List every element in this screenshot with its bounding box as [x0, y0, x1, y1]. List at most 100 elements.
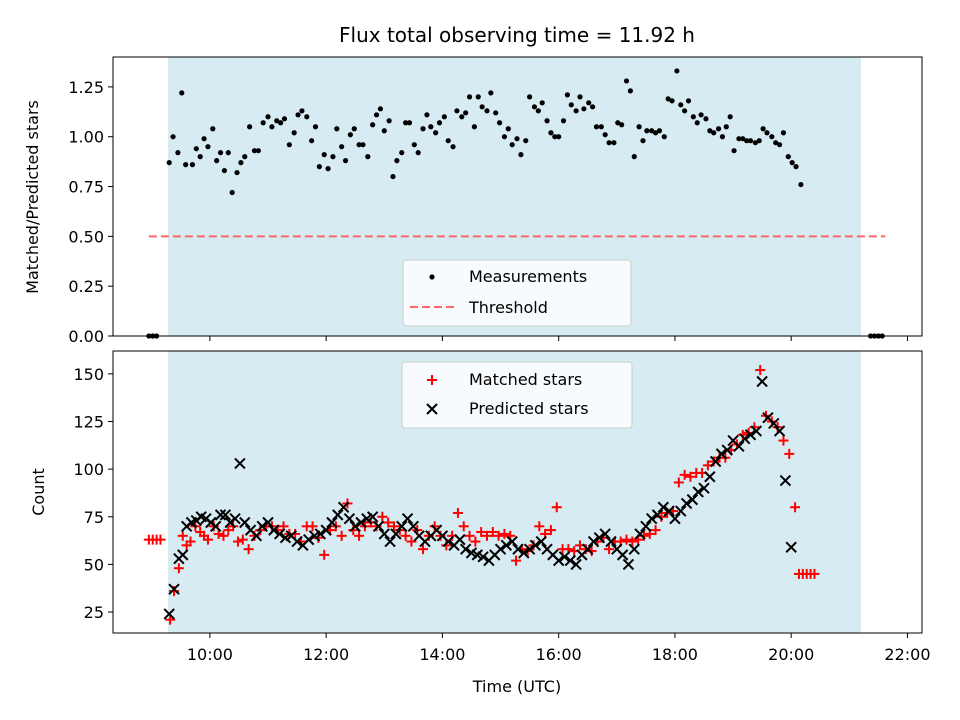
x-axis-ticks	[209, 336, 908, 341]
measurement-point	[325, 166, 331, 172]
predicted-star-point	[332, 509, 344, 521]
measurement-point	[798, 181, 804, 188]
predicted-star-point	[320, 524, 332, 536]
measurement-point	[615, 120, 621, 126]
measurement-point	[406, 120, 413, 126]
matched-star-point	[218, 530, 229, 541]
measurement-point	[694, 120, 700, 126]
predicted-star-point	[459, 543, 472, 555]
measurement-point	[291, 130, 297, 136]
measurement-point	[564, 92, 570, 98]
measurement-point	[381, 128, 387, 134]
measurement-point	[475, 94, 481, 100]
predicted-star-point	[680, 497, 693, 510]
predicted-star-point	[442, 535, 454, 548]
measurement-point	[436, 120, 443, 126]
predicted-star-point	[523, 543, 536, 555]
matched-star-point	[650, 525, 661, 536]
measurement-point	[183, 162, 189, 168]
predicted-star-point	[512, 543, 524, 555]
measurement-point	[509, 142, 515, 148]
y-tick-label: 50	[84, 555, 104, 574]
predicted-star-point	[518, 547, 530, 559]
predicted-star-point	[454, 533, 466, 546]
predicted-star-point	[709, 455, 722, 468]
matched-star-point	[784, 448, 795, 459]
measurement-point	[685, 98, 692, 104]
matched-star-point	[177, 530, 188, 541]
matched-star-point	[202, 534, 213, 545]
measurement-point	[251, 148, 258, 154]
measurement-point	[723, 124, 729, 130]
predicted-star-point	[698, 482, 710, 494]
matched-star-point	[319, 549, 330, 560]
measurement-point	[260, 120, 266, 126]
y-tick-label: 0.25	[68, 277, 104, 296]
matched-star-point	[534, 521, 545, 532]
y-tick-label: 1.00	[68, 128, 104, 147]
predicted-star-point	[564, 554, 577, 567]
predicted-star-point	[366, 511, 379, 523]
legend-matched-marker	[427, 375, 437, 385]
matched-star-point	[429, 521, 440, 532]
measurement-point	[179, 90, 185, 96]
measurement-point	[715, 126, 722, 132]
measurement-point	[370, 122, 376, 128]
matched-star-point	[388, 521, 399, 532]
measurement-point	[789, 160, 795, 166]
x-tick-label: 16:00	[536, 645, 582, 664]
predicted-star-point	[622, 558, 635, 571]
matched-star-point	[452, 507, 463, 518]
predicted-star-point	[582, 543, 594, 555]
predicted-star-point	[558, 551, 571, 563]
predicted-star-point	[250, 530, 263, 542]
predicted-star-point	[349, 520, 361, 533]
predicted-star-point	[669, 512, 681, 525]
measurement-point	[598, 124, 604, 130]
predicted-star-point	[401, 512, 414, 525]
measurement-point	[619, 122, 625, 128]
measurement-point	[247, 124, 253, 130]
measurement-point	[744, 138, 750, 144]
predicted-star-point	[634, 528, 646, 540]
measurement-point	[756, 138, 762, 144]
measurement-point	[769, 134, 775, 140]
predicted-star-point	[552, 554, 565, 567]
x-tick-label: 20:00	[768, 645, 814, 664]
measurement-point	[225, 150, 231, 156]
measurement-point	[255, 148, 261, 154]
measurement-point	[514, 136, 520, 142]
legend-predicted-label: Predicted stars	[469, 399, 589, 418]
measurement-point	[661, 134, 667, 140]
legend-predicted-marker	[426, 403, 438, 415]
measurement-point	[321, 152, 327, 158]
predicted-star-point	[768, 417, 780, 430]
y-axis-label: Matched/Predicted stars	[23, 100, 42, 294]
plot-frame	[112, 350, 923, 634]
predicted-star-point	[529, 539, 542, 552]
predicted-star-point	[570, 558, 582, 571]
measurement-point	[640, 138, 646, 144]
predicted-star-point	[733, 440, 745, 452]
predicted-star-point	[640, 520, 652, 533]
matched-star-point	[627, 536, 638, 547]
measurement-point	[210, 126, 216, 132]
measurement-point	[286, 142, 292, 148]
measurement-points	[146, 68, 885, 339]
measurement-point	[752, 140, 758, 146]
matched-star-point	[464, 530, 475, 541]
predicted-star-point	[785, 541, 797, 553]
measurement-point	[463, 110, 469, 116]
measurement-point	[316, 164, 322, 170]
count-panel: 25 50 75 100 125 150 10:00 12:00 14:00 16:00 18:0…	[29, 350, 931, 696]
predicted-star-point	[721, 444, 733, 456]
measurement-point	[780, 130, 787, 136]
matched-star-point	[493, 530, 504, 541]
measurement-point	[719, 134, 726, 140]
measurement-point	[711, 130, 717, 136]
matched-star-point	[185, 536, 196, 547]
measurement-point	[356, 142, 362, 148]
measurement-point	[330, 154, 336, 160]
measurement-point	[627, 88, 633, 94]
predicted-star-point	[675, 505, 687, 517]
